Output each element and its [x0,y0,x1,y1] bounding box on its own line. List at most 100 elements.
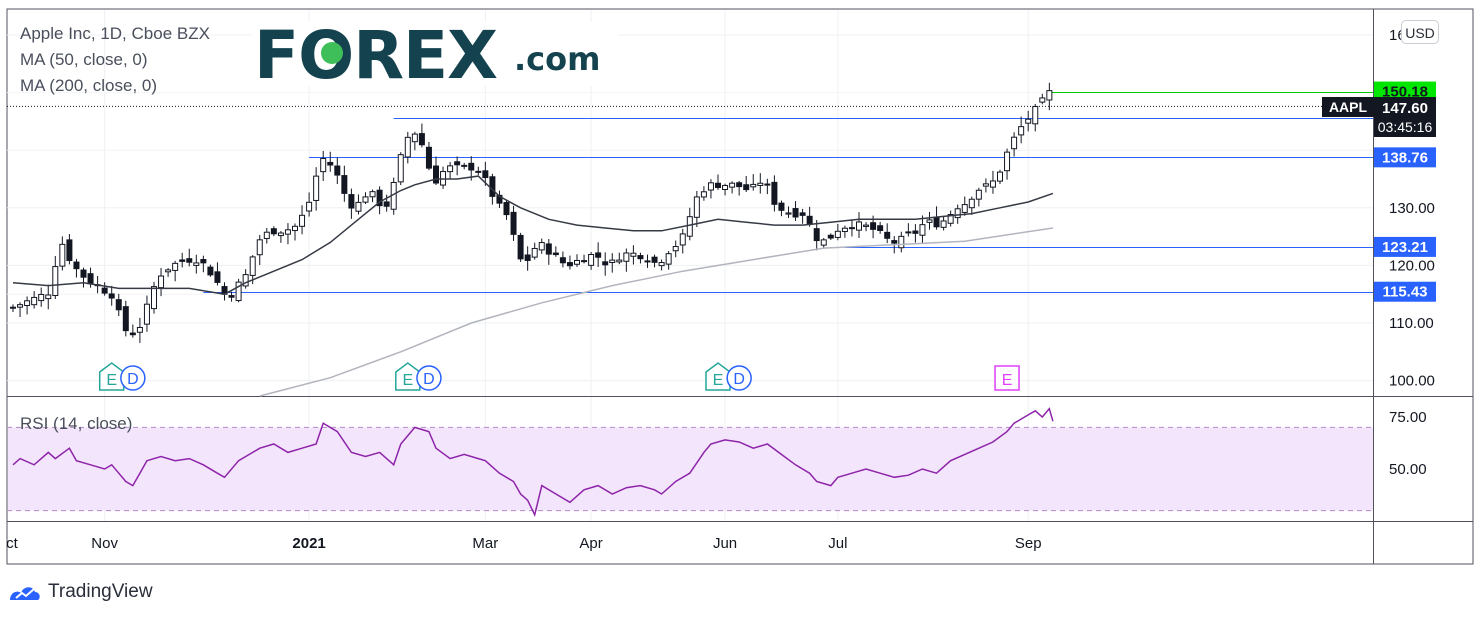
candle-body [1004,151,1011,172]
event-label: E [106,372,117,389]
candle-body [574,259,580,265]
candle-body [299,214,306,227]
candle-body [292,225,298,232]
legend-ma200[interactable]: MA (200, close, 0) [20,76,158,95]
candle-body [510,211,517,235]
candle-body [327,161,334,166]
candle-body [736,182,743,188]
candle-body [679,233,686,246]
candle-body [785,212,792,215]
candle-body [581,260,588,263]
tradingview-logo-icon [10,587,40,600]
forex-logo-art: FOREX .com [254,17,600,94]
candle-body [38,293,45,302]
event-marker-earnings-upcoming[interactable] [994,365,1020,391]
last-price-label: AAPL 147.60 03:45:16 [1322,97,1436,137]
currency-button[interactable]: USD [1401,20,1439,44]
candlestick-series [10,82,1053,343]
price-label-bg [1374,147,1436,168]
time-tick-label: 2021 [292,535,325,552]
candle-body [722,184,729,190]
candle-body [947,214,954,224]
time-tick-label: Jul [828,535,847,552]
candle-body [961,204,968,213]
last-price-value: 147.60 [1382,100,1428,117]
candle-body [179,259,186,262]
event-marker-dividend[interactable] [726,365,752,391]
event-label: E [402,372,413,389]
candle-body [750,183,757,188]
rsi-line [12,407,1054,518]
candle-body [341,175,348,194]
candle-body [637,255,644,260]
event-label: E [1002,372,1013,389]
time-axis-ticks: ct Nov 2021 Mar Apr Jun Jul Sep [6,535,1041,552]
candle-body [10,306,16,309]
event-marker-dividend[interactable] [120,365,146,391]
candle-body [968,198,975,209]
candle-body [80,269,87,278]
candle-body [771,181,778,205]
legend-symbol[interactable]: Apple Inc, 1D, Cboe BZX [20,24,210,43]
candle-body [588,253,595,266]
candle-body [447,165,454,173]
candle-body [376,189,383,207]
candle-body [320,158,327,173]
candle-body [59,243,66,267]
candle-body [834,230,841,238]
price-label: 138.76 [1382,149,1428,166]
tradingview-brand: TradingView [48,581,153,602]
candle-body [277,232,284,237]
candle-body [172,262,179,271]
rsi-label: RSI (14, close) [20,414,132,433]
candle-body [602,261,609,266]
candle-body [270,228,277,235]
logo-suffix: .com [514,40,600,78]
candle-body [827,234,834,239]
legend-ma50[interactable]: MA (50, close, 0) [20,50,148,69]
price-label: 123.21 [1382,239,1428,256]
ma50-line [12,175,1054,295]
candle-body [362,196,369,203]
candle-body [1025,118,1032,124]
candle-body [841,227,848,233]
candle-body [193,262,200,266]
candle-body [186,258,193,263]
bar-countdown: 03:45:16 [1378,119,1433,135]
candle-body [531,247,538,258]
candle-body [284,229,291,235]
candle-body [256,239,263,256]
candle-body [912,230,919,234]
candle-body [482,170,489,179]
candle-body [743,184,750,191]
candle-body [566,262,573,267]
price-tick-label: 110.00 [1389,315,1434,332]
candle-body [792,208,799,218]
event-label: D [733,371,745,388]
candle-body [665,253,672,265]
event-label: E [713,372,724,389]
candle-body [397,154,404,183]
candle-body [433,165,439,184]
candle-body [115,299,122,311]
candle-body [158,275,165,289]
candle-body [919,224,926,236]
rsi-tick-label: 75.00 [1389,409,1427,426]
candle-body [73,261,80,270]
candle-body [651,256,658,263]
candle-body [17,304,24,308]
ma200-line [259,227,1054,397]
price-tick-label: 120.00 [1389,257,1435,274]
tradingview-footer[interactable]: TradingView [8,578,153,606]
event-marker-dividend[interactable] [416,365,442,391]
candle-body [799,212,806,216]
candle-body [24,300,31,306]
rsi-band [8,427,1373,511]
candle-body [623,252,630,262]
forex-logo: FOREX .com [252,17,618,94]
candle-body [52,266,59,297]
price-label: 115.43 [1382,284,1427,301]
candle-body [982,183,989,187]
